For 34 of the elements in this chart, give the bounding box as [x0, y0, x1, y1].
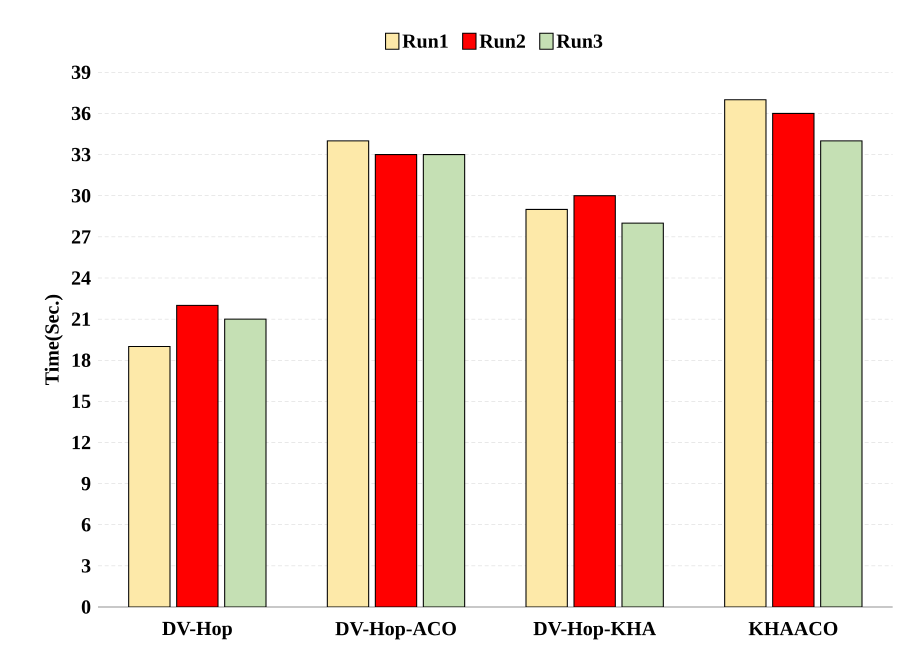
y-tick-label: 12 [72, 436, 90, 450]
bar [422, 154, 466, 607]
bar [724, 99, 767, 607]
x-tick-label: DV-Hop-ACO [335, 622, 456, 640]
y-tick-label: 0 [82, 600, 90, 614]
y-tick-label: 39 [72, 66, 90, 80]
y-tick-label: 3 [82, 559, 90, 573]
y-tick-label: 24 [72, 271, 91, 285]
x-tick-label: DV-Hop-KHA [534, 622, 656, 640]
legend-label: Run1 [402, 34, 448, 48]
x-tick-label: DV-Hop [162, 622, 232, 640]
y-tick-label: 36 [72, 106, 90, 120]
bar [621, 222, 664, 607]
y-axis-title: Time(Sec.) [44, 294, 63, 385]
bar [525, 208, 568, 607]
y-tick-label: 30 [72, 188, 90, 202]
x-tick-label: KHAACO [748, 622, 838, 636]
bar [820, 140, 863, 607]
bar [176, 304, 219, 607]
bar [224, 318, 267, 607]
y-tick-label: 27 [72, 230, 91, 244]
y-tick-label: 6 [82, 518, 90, 532]
bar [128, 346, 171, 607]
bar [573, 195, 616, 607]
legend-label: Run2 [480, 34, 526, 48]
legend-label: Run3 [556, 34, 602, 48]
y-tick-label: 15 [72, 394, 90, 408]
y-tick-label: 21 [72, 312, 90, 326]
y-tick-label: 18 [72, 353, 90, 367]
y-tick-label: 33 [72, 148, 90, 162]
y-tick-label: 9 [82, 476, 90, 490]
bar [374, 154, 418, 607]
bar [772, 112, 815, 607]
bar [326, 140, 370, 607]
